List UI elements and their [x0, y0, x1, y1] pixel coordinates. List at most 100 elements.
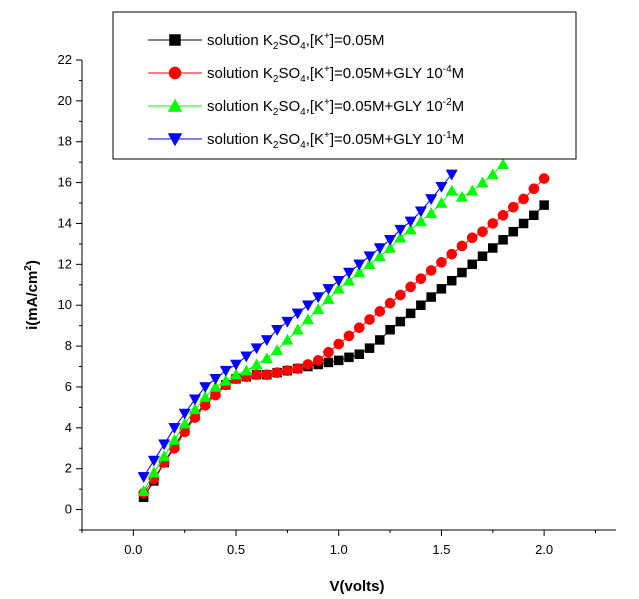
data-point: [414, 215, 427, 227]
data-point: [435, 181, 448, 193]
data-point: [188, 394, 202, 406]
y-tick-label: 14: [58, 215, 72, 230]
data-point: [188, 403, 202, 415]
data-point: [332, 282, 345, 294]
data-point: [322, 284, 335, 296]
data-point: [435, 196, 448, 208]
data-point: [373, 250, 386, 261]
axes: [76, 59, 616, 536]
data-point: [425, 194, 438, 206]
data-point: [271, 344, 284, 355]
data-point: [425, 265, 437, 276]
data-point: [353, 266, 366, 278]
data-point: [384, 297, 396, 309]
data-point: [147, 466, 160, 478]
legend-marker: [167, 98, 183, 112]
data-point: [373, 243, 386, 255]
data-point: [486, 168, 499, 180]
data-point: [384, 235, 397, 246]
series-2: [138, 173, 550, 499]
data-point: [436, 284, 447, 294]
series-line: [143, 204, 545, 498]
data-point: [332, 275, 345, 287]
legend-marker: [167, 133, 183, 147]
data-point: [168, 433, 181, 445]
data-point: [240, 364, 253, 376]
data-point: [312, 355, 324, 366]
data-point: [477, 226, 488, 238]
data-point: [374, 305, 386, 317]
data-point: [353, 322, 365, 334]
data-point: [528, 183, 540, 195]
data-point: [405, 281, 416, 293]
data-point: [158, 439, 171, 451]
data-point: [209, 374, 222, 385]
data-point: [507, 201, 519, 213]
series-1: [138, 200, 549, 503]
data-point: [518, 218, 529, 229]
data-point: [147, 455, 160, 467]
data-point: [445, 184, 458, 196]
data-point: [446, 248, 458, 260]
x-tick-label: 2.0: [535, 542, 553, 557]
data-point: [404, 223, 417, 235]
data-point: [322, 292, 335, 304]
y-tick-labels: 0 2 4 6 8 10 12 14 16 18 20 22: [58, 52, 72, 517]
data-point: [354, 349, 365, 360]
data-point: [416, 300, 426, 310]
data-point: [477, 251, 488, 261]
y-tick-label: 16: [58, 175, 72, 190]
data-point: [436, 256, 447, 268]
legend-entry-4: solution K2SO4,[K+]=0.05M+GLY 10-1M: [148, 130, 464, 151]
x-tick-label: 0.0: [124, 542, 142, 557]
data-point: [323, 346, 334, 358]
data-point: [292, 363, 304, 374]
data-point: [426, 292, 436, 302]
y-tick-label: 18: [58, 134, 72, 149]
data-point: [271, 324, 284, 336]
data-point: [445, 169, 458, 181]
y-tick-label: 6: [65, 379, 72, 394]
data-point: [199, 391, 212, 402]
data-point: [375, 335, 385, 345]
data-point: [364, 314, 375, 325]
data-point: [137, 472, 150, 484]
data-point: [178, 408, 191, 420]
series-3: [137, 158, 510, 496]
y-tick-label: 10: [58, 297, 72, 312]
data-point: [282, 365, 293, 376]
data-point: [323, 357, 334, 368]
data-point: [271, 367, 283, 379]
data-point: [343, 330, 355, 342]
x-tick-label: 1.5: [432, 542, 450, 557]
x-tick-label: 1.0: [330, 542, 348, 557]
data-point: [466, 232, 478, 244]
data-point: [488, 243, 498, 253]
data-point: [529, 210, 539, 221]
data-point: [250, 343, 263, 355]
data-point: [333, 355, 344, 366]
series-4: [137, 169, 458, 484]
data-point: [199, 382, 212, 394]
x-axis-title: V(volts): [329, 578, 384, 595]
data-point: [219, 365, 232, 377]
data-point: [394, 289, 406, 301]
data-point: [353, 259, 366, 271]
data-point: [395, 316, 406, 327]
data-point: [250, 358, 263, 370]
data-point: [302, 359, 314, 370]
data-point: [178, 417, 191, 429]
data-point: [384, 241, 397, 253]
data-point: [342, 274, 356, 286]
data-point: [260, 352, 273, 364]
data-point: [344, 352, 354, 363]
y-tick-label: 22: [58, 52, 72, 67]
x-tick-labels: 0.0 0.5 1.0 1.5 2.0: [124, 542, 553, 557]
y-tick-label: 4: [65, 420, 72, 435]
data-point: [168, 423, 181, 434]
data-point: [518, 193, 529, 205]
data-point: [312, 303, 325, 315]
data-point: [496, 158, 510, 169]
data-point: [394, 231, 407, 243]
